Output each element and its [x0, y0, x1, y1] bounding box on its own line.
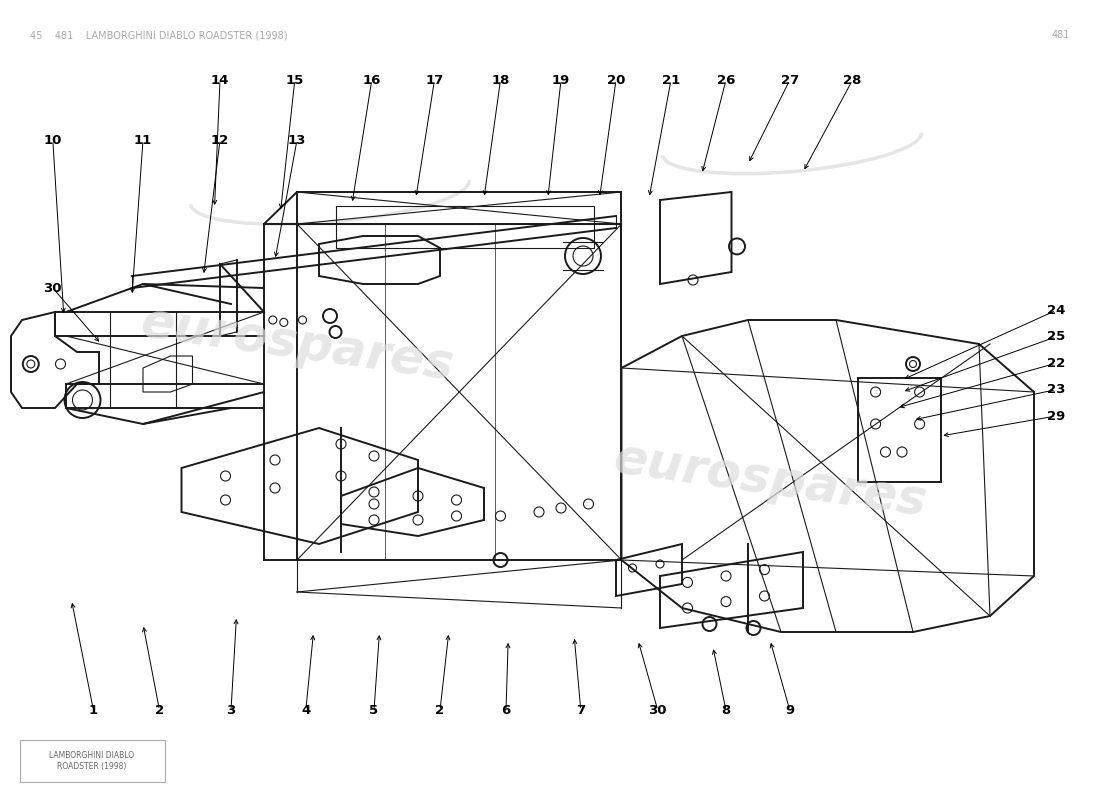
- Text: 5: 5: [370, 704, 378, 717]
- Text: 30: 30: [649, 704, 667, 717]
- Text: 16: 16: [363, 74, 381, 86]
- Text: 19: 19: [552, 74, 570, 86]
- Text: 25: 25: [1047, 330, 1065, 343]
- Text: 1: 1: [89, 704, 98, 717]
- Text: 10: 10: [44, 134, 62, 146]
- Text: 14: 14: [211, 74, 229, 86]
- Text: 13: 13: [288, 134, 306, 146]
- Text: LAMBORGHINI DIABLO
ROADSTER (1998): LAMBORGHINI DIABLO ROADSTER (1998): [50, 751, 134, 770]
- Text: 4: 4: [301, 704, 310, 717]
- Text: 23: 23: [1047, 383, 1065, 396]
- Text: 12: 12: [211, 134, 229, 146]
- Text: 26: 26: [717, 74, 735, 86]
- Text: 2: 2: [155, 704, 164, 717]
- Text: 9: 9: [785, 704, 794, 717]
- Text: 45    481    LAMBORGHINI DIABLO ROADSTER (1998): 45 481 LAMBORGHINI DIABLO ROADSTER (1998…: [30, 30, 287, 40]
- Text: 29: 29: [1047, 410, 1065, 422]
- Text: 27: 27: [781, 74, 799, 86]
- Text: 22: 22: [1047, 357, 1065, 370]
- Text: eurospares: eurospares: [138, 298, 456, 390]
- Text: 2: 2: [436, 704, 444, 717]
- Bar: [858, 378, 940, 482]
- Text: 481: 481: [1052, 30, 1070, 40]
- Text: 11: 11: [134, 134, 152, 146]
- Text: 28: 28: [844, 74, 861, 86]
- Text: 3: 3: [227, 704, 235, 717]
- Text: 18: 18: [492, 74, 509, 86]
- Text: 21: 21: [662, 74, 680, 86]
- Text: 30: 30: [44, 282, 62, 294]
- Text: 20: 20: [607, 74, 625, 86]
- Text: 15: 15: [286, 74, 304, 86]
- Text: 6: 6: [502, 704, 510, 717]
- Text: 24: 24: [1047, 304, 1065, 317]
- Text: 8: 8: [722, 704, 730, 717]
- Text: eurospares: eurospares: [610, 434, 930, 526]
- Text: 17: 17: [426, 74, 443, 86]
- Text: 7: 7: [576, 704, 585, 717]
